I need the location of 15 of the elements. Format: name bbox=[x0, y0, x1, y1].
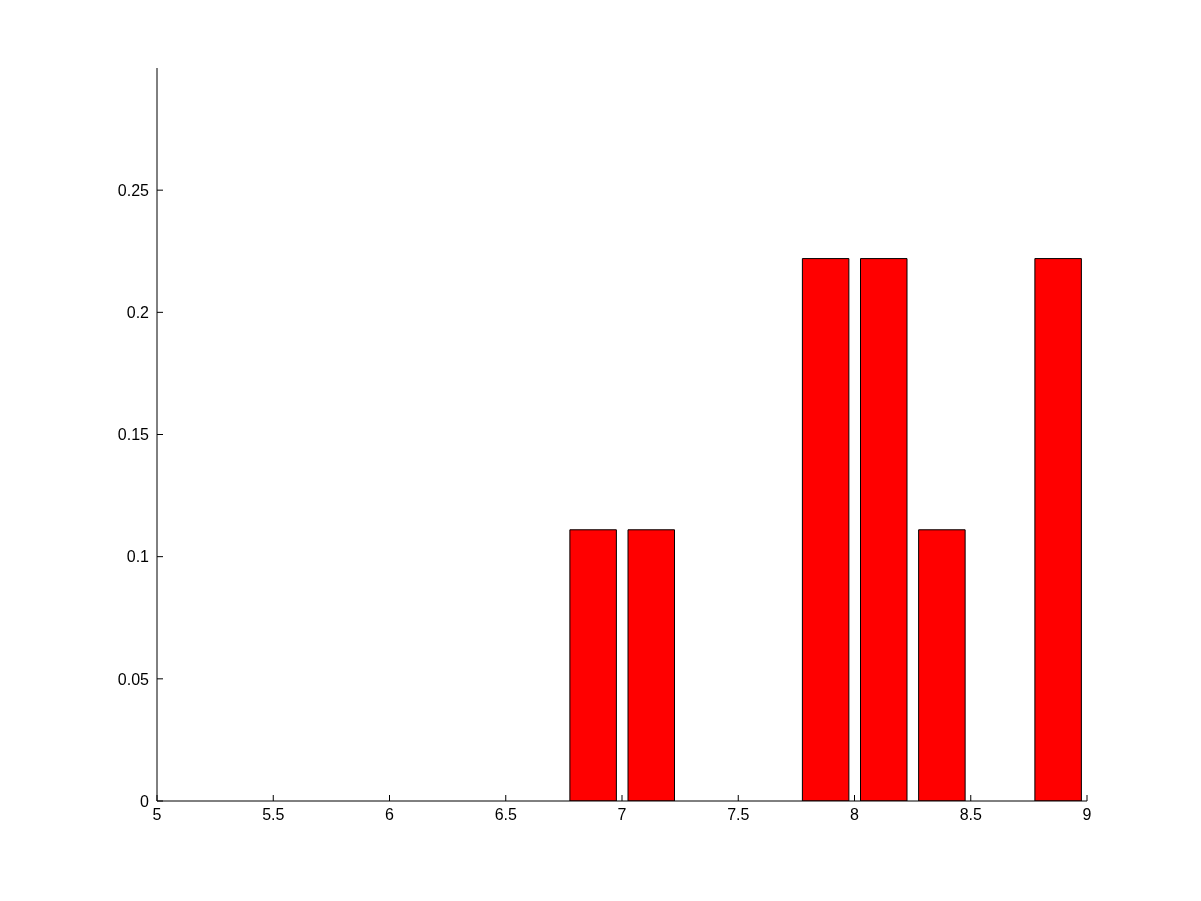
x-tick-label: 9 bbox=[1082, 806, 1092, 824]
x-tick-label: 8.5 bbox=[959, 806, 982, 824]
x-tick-label: 7.5 bbox=[727, 806, 750, 824]
x-tick-label: 5 bbox=[152, 806, 162, 824]
x-tick-label: 6 bbox=[385, 806, 395, 824]
y-tick-label: 0.25 bbox=[117, 181, 150, 199]
y-tick-label: 0.1 bbox=[126, 548, 150, 566]
x-tick-label: 7 bbox=[617, 806, 627, 824]
y-tick-label: 0.15 bbox=[117, 426, 150, 444]
x-tick-label: 8 bbox=[850, 806, 860, 824]
x-tick-label: 6.5 bbox=[494, 806, 517, 824]
y-tick-label: 0 bbox=[140, 792, 150, 810]
x-tick-label: 5.5 bbox=[262, 806, 285, 824]
y-tick-label: 0.2 bbox=[126, 304, 150, 322]
y-tick-label: 0.05 bbox=[117, 670, 150, 688]
